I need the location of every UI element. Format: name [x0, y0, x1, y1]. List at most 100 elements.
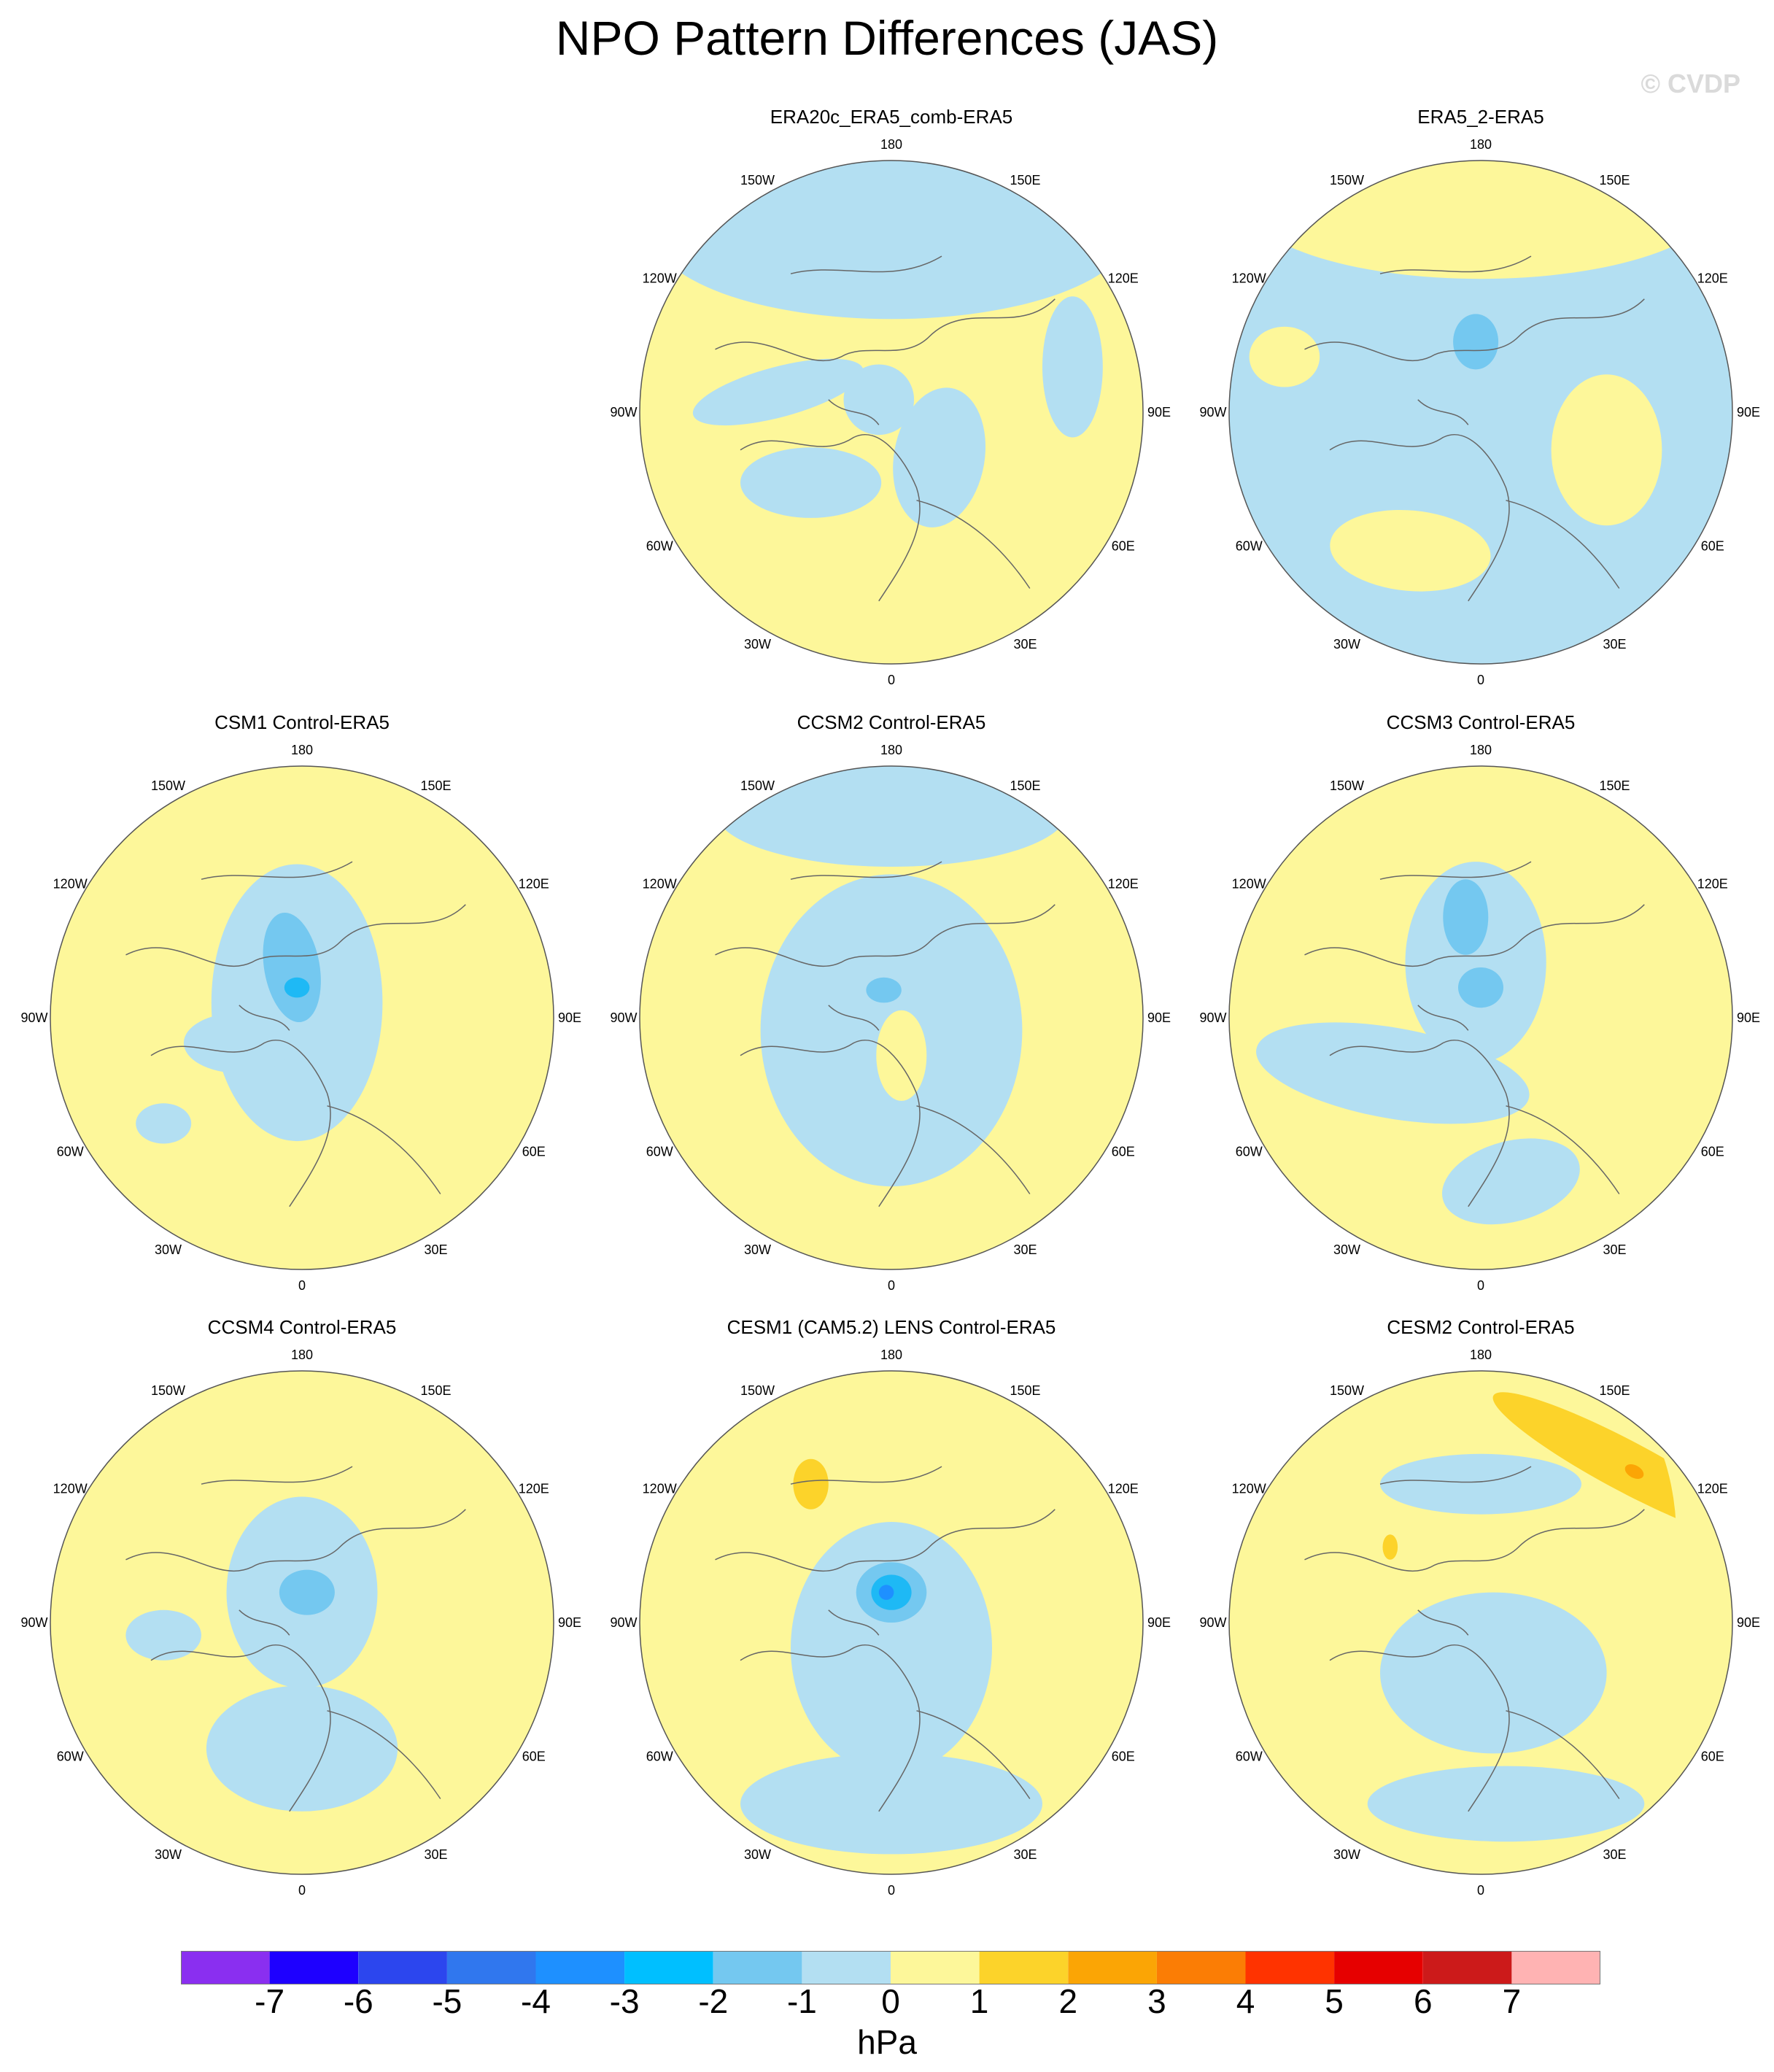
longitude-label: 120E	[1108, 271, 1139, 286]
longitude-label: 150W	[740, 1383, 775, 1398]
longitude-label: 120W	[53, 877, 88, 892]
colorbar-tick-label: 4	[1236, 1982, 1255, 2020]
longitude-label: 180	[880, 1348, 902, 1362]
colorbar-tick-label: 1	[969, 1982, 989, 2020]
contour-region	[793, 1458, 829, 1509]
map-cesm2: 180 150E 120E 90E 60E 30E 0 30W 60W 90W 120W 150W	[1199, 1348, 1761, 1898]
longitude-label: 30W	[1333, 637, 1360, 652]
colorbar-tick-label: -6	[343, 1982, 373, 2020]
longitude-label: 120W	[1232, 1482, 1266, 1496]
panel-cesm2: CESM2 Control-ERA5 180 150E 120E 90E 60E 30E 0…	[1189, 1316, 1773, 1914]
coastline	[1329, 1040, 1510, 1207]
longitude-label: 90E	[1147, 1010, 1171, 1025]
longitude-label: 60W	[1236, 539, 1263, 554]
panel-title: CCSM3 Control-ERA5	[1386, 711, 1576, 733]
panel-cesm1: CESM1 (CAM5.2) LENS Control-ERA5 180 150E…	[600, 1316, 1183, 1914]
coastline	[1379, 1466, 1532, 1485]
colorbar-tick-label: -3	[609, 1982, 640, 2020]
coastline	[1506, 500, 1620, 589]
longitude-label: 180	[880, 743, 902, 757]
coastline	[790, 255, 942, 274]
longitude-label: 30W	[155, 1242, 182, 1257]
coastline	[327, 1105, 441, 1194]
longitude-label: 0	[888, 673, 895, 687]
longitude-label: 0	[888, 1278, 895, 1293]
contour-region	[791, 1522, 992, 1774]
colorbar-tick-label: -2	[698, 1982, 729, 2020]
contour-region	[136, 1103, 192, 1144]
map-border	[639, 765, 1144, 1270]
longitude-label: 60E	[1112, 1750, 1135, 1764]
colorbar-swatch	[1334, 1951, 1423, 1984]
contour-region	[893, 387, 986, 527]
longitude-label: 150W	[151, 1383, 185, 1398]
longitude-label: 150E	[1010, 1383, 1040, 1398]
longitude-label: 120W	[643, 1482, 677, 1496]
coastline	[740, 434, 921, 602]
longitude-label: 150E	[1010, 173, 1040, 188]
longitude-label: 90E	[1147, 1615, 1171, 1630]
map-border	[639, 160, 1144, 665]
longitude-label: 60W	[1236, 1145, 1263, 1159]
map-field	[1229, 1371, 1761, 1874]
coastline	[715, 904, 1056, 967]
longitude-label: 0	[1477, 1278, 1484, 1293]
longitude-label: 0	[1477, 1883, 1484, 1898]
longitude-label: 150W	[1330, 1383, 1364, 1398]
longitude-label: 150E	[420, 1383, 451, 1398]
colorbar-tick-label: 7	[1502, 1982, 1522, 2020]
contour-region	[263, 912, 321, 1023]
longitude-label: 90W	[610, 1615, 637, 1630]
map-field	[640, 1371, 1143, 1874]
coastline	[1417, 399, 1469, 425]
panel-title: CESM2 Control-ERA5	[1387, 1316, 1575, 1338]
longitude-label: 0	[298, 1278, 306, 1293]
longitude-label: 120W	[53, 1482, 88, 1496]
colorbar-swatch	[1511, 1951, 1600, 1984]
coastline	[1379, 255, 1532, 274]
colorbar-swatch	[624, 1951, 713, 1984]
contour-region	[692, 358, 864, 426]
coastline	[150, 1040, 331, 1207]
longitude-label: 150E	[1010, 778, 1040, 793]
contour-region	[1367, 1766, 1645, 1842]
panel-era5-2: ERA5_2-ERA5 180 150E 120E 90E 60E 30E 0 30W 60W 9…	[1189, 106, 1773, 704]
longitude-label: 30E	[424, 1242, 447, 1257]
longitude-label: 60E	[522, 1145, 546, 1159]
colorbar-tick-label: 5	[1325, 1982, 1344, 2020]
coastline	[201, 1466, 353, 1485]
colorbar-swatch	[979, 1951, 1069, 1984]
map-ccsm3: 180 150E 120E 90E 60E 30E 0 30W 60W 90W 120W 150W	[1199, 743, 1760, 1293]
contour-region	[1249, 326, 1320, 387]
longitude-label: 180	[291, 1348, 313, 1362]
longitude-label: 30W	[744, 637, 771, 652]
contour-region	[284, 977, 310, 998]
longitude-label: 60W	[646, 1750, 673, 1764]
map-border	[50, 765, 554, 1270]
longitude-label: 90W	[610, 1010, 637, 1025]
contour-region	[279, 1569, 335, 1615]
figure-title: NPO Pattern Differences (JAS)	[555, 11, 1219, 65]
longitude-label: 60W	[646, 539, 673, 554]
coastline	[1506, 1105, 1620, 1194]
contour-region	[125, 1609, 201, 1661]
contour-region	[1380, 1453, 1581, 1515]
longitude-label: 30W	[744, 1847, 771, 1862]
longitude-label: 120W	[1232, 271, 1266, 286]
longitude-label: 150W	[1330, 778, 1364, 793]
longitude-label: 120W	[643, 877, 677, 892]
contour-region	[740, 447, 882, 518]
map-field	[1229, 766, 1732, 1269]
panel-title: CCSM2 Control-ERA5	[797, 711, 986, 733]
longitude-label: 30E	[1013, 1847, 1037, 1862]
colorbar-tick-label: -7	[255, 1982, 285, 2020]
coastline	[790, 1466, 942, 1485]
colorbar-swatch	[446, 1951, 536, 1984]
contour-region	[866, 977, 902, 1003]
longitude-label: 150E	[1599, 778, 1630, 793]
longitude-label: 150W	[740, 778, 775, 793]
colorbar-swatch	[1068, 1951, 1157, 1984]
colorbar-frame	[181, 1951, 1600, 1984]
coastline	[1304, 1509, 1645, 1572]
panel-ccsm2: CCSM2 Control-ERA5 180 150E 120E 90E 60E 30E 0…	[600, 711, 1183, 1310]
